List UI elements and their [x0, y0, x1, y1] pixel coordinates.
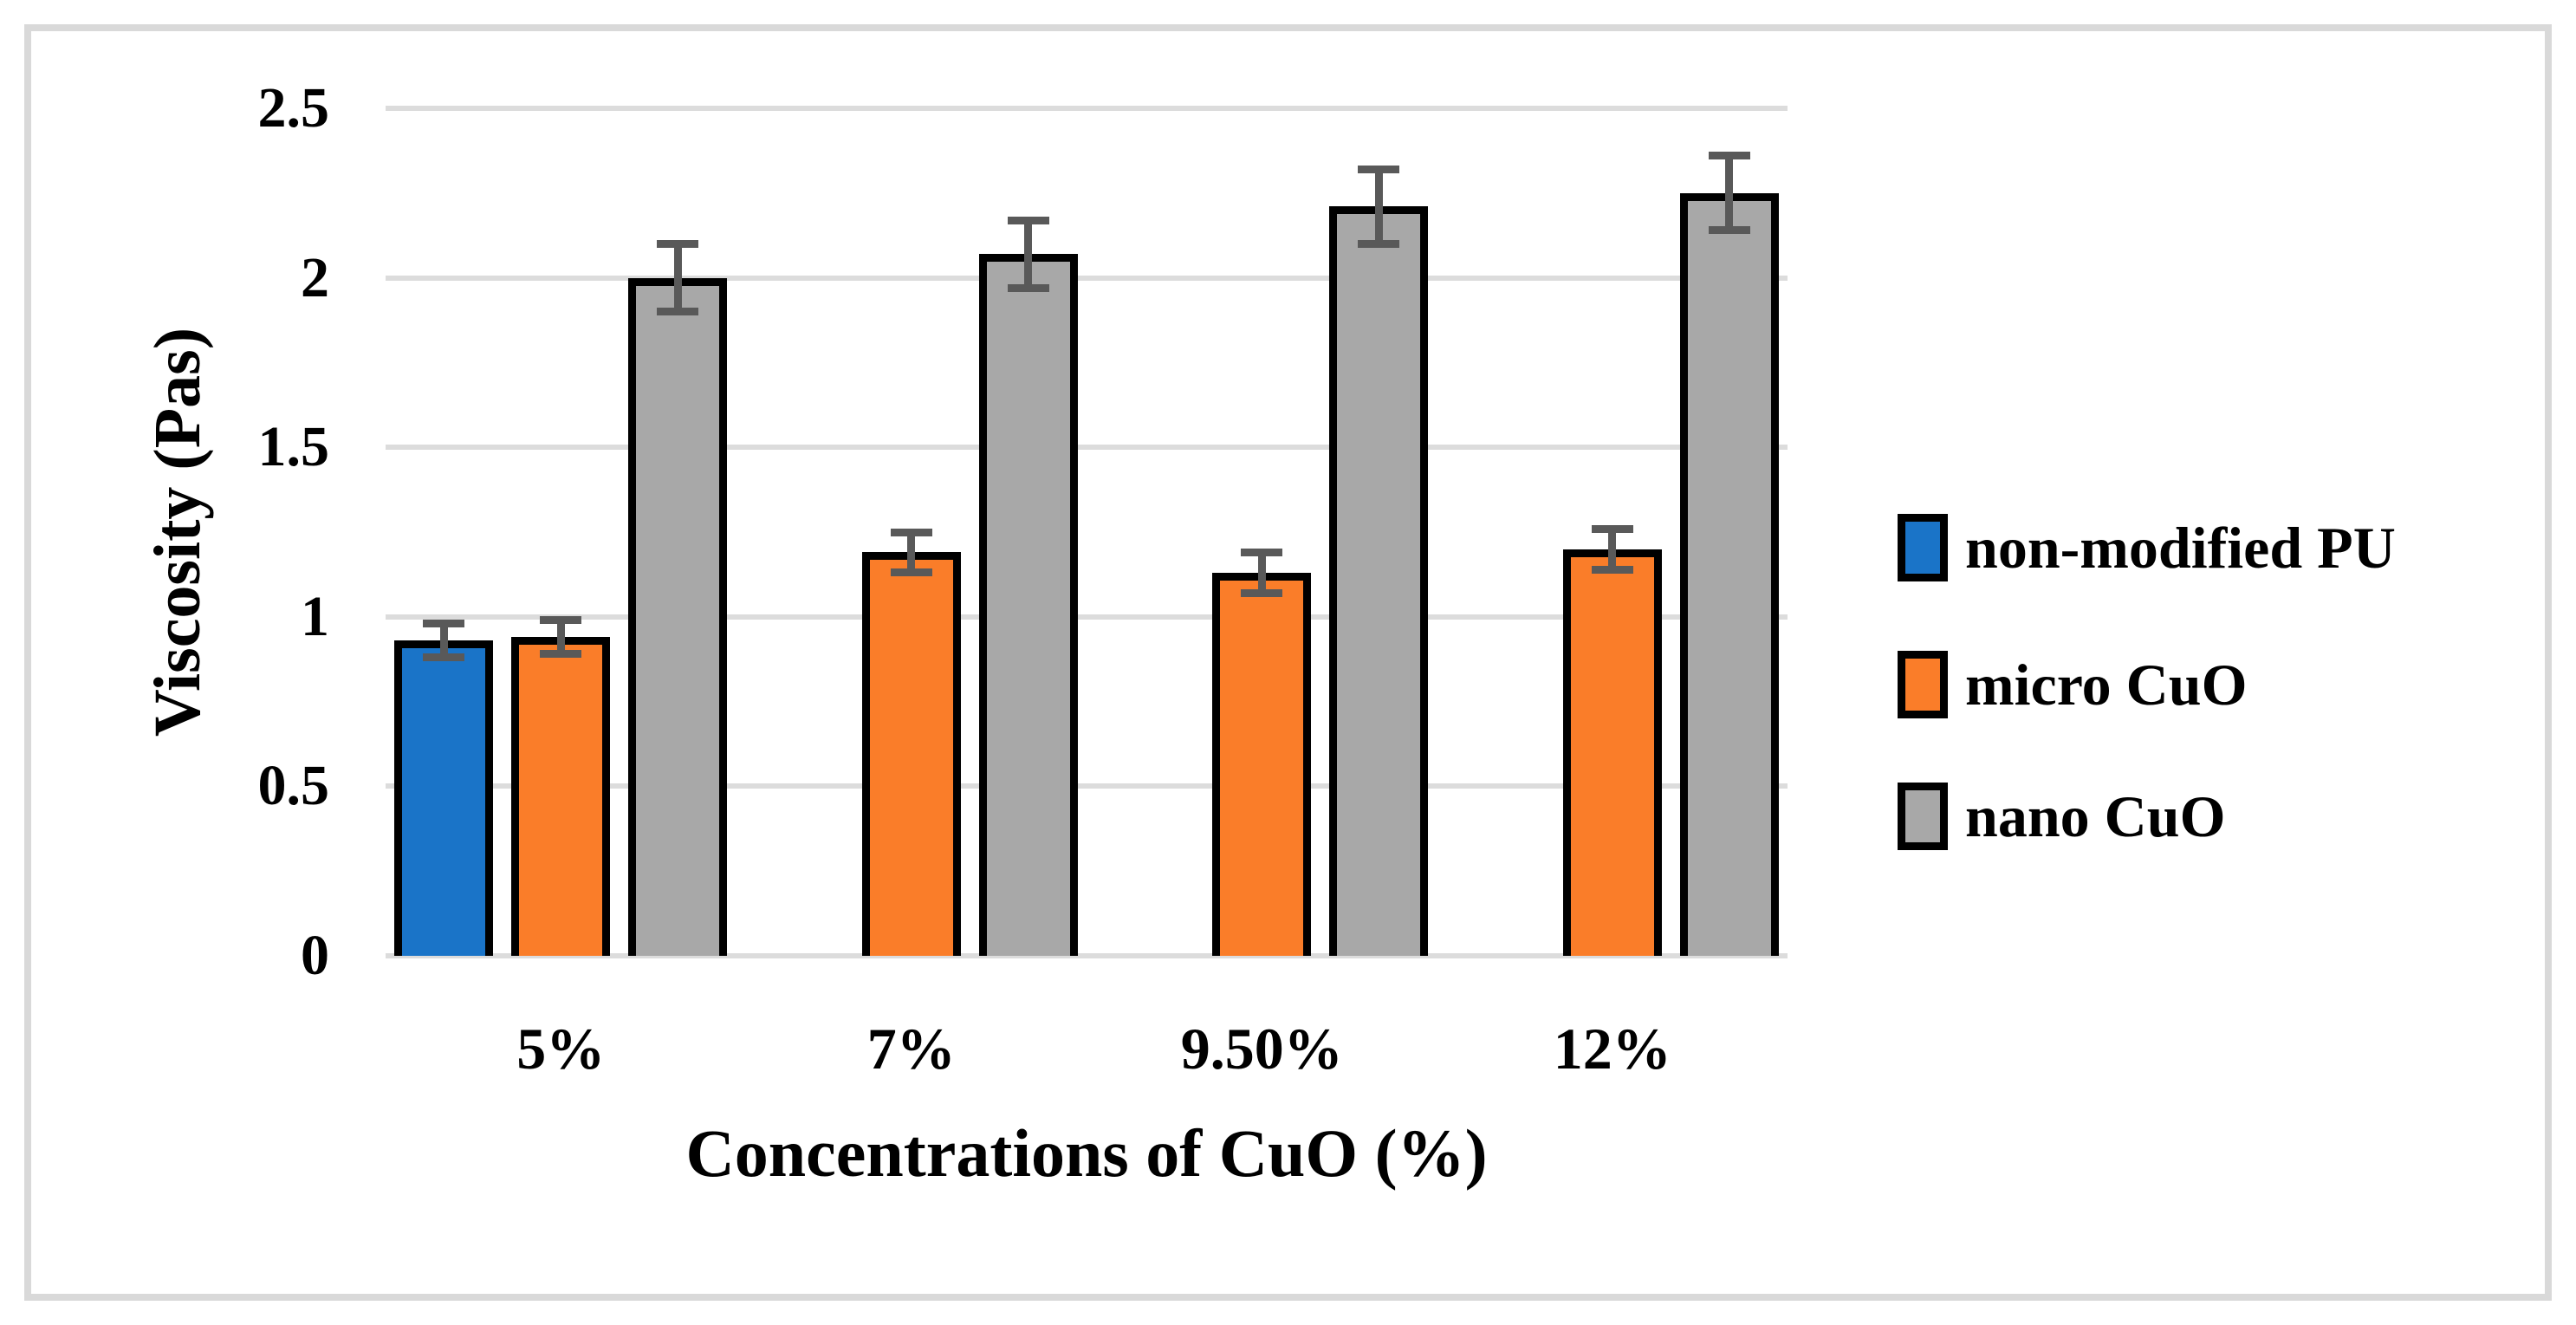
error-bar-cap [890, 568, 932, 577]
gridline [386, 783, 1788, 789]
legend-swatch [1898, 514, 1948, 581]
legend-label: non-modified PU [1965, 515, 2396, 581]
error-bar [673, 244, 682, 312]
y-tick-label: 1.5 [257, 415, 330, 479]
bar-micro-cuo [861, 552, 961, 956]
legend-item: non-modified PU [1898, 513, 2396, 582]
bar-micro-cuo [511, 637, 611, 956]
error-bar-cap [657, 239, 699, 248]
error-bar-cap [423, 653, 465, 662]
legend-label: nano CuO [1965, 783, 2226, 849]
legend-swatch [1898, 651, 1948, 718]
error-bar [1257, 552, 1266, 594]
error-bar-cap [1591, 524, 1633, 533]
error-bar [1374, 169, 1383, 244]
error-bar-cap [1708, 226, 1750, 235]
error-bar-cap [540, 616, 582, 625]
legend-item: nano CuO [1898, 782, 2225, 851]
gridline [386, 445, 1788, 451]
legend-swatch [1898, 783, 1948, 850]
error-bar-cap [890, 528, 932, 536]
error-bar [556, 620, 565, 654]
error-bar-cap [1241, 548, 1283, 556]
error-bar-cap [540, 650, 582, 659]
error-bar-cap [1591, 565, 1633, 574]
bar-non-modified-pu [394, 640, 494, 956]
y-axis-title: Viscosity (Pas) [141, 327, 214, 737]
error-bar-cap [1708, 152, 1750, 160]
error-bar-cap [1241, 588, 1283, 597]
y-tick-label: 2.5 [257, 76, 330, 140]
legend-label: micro CuO [1965, 652, 2248, 718]
bar-micro-cuo [1562, 549, 1662, 956]
y-tick-label: 2 [301, 245, 329, 309]
x-axis-title: Concentrations of CuO (%) [685, 1115, 1488, 1191]
bar-nano-cuo [628, 277, 728, 956]
error-bar-cap [1007, 216, 1049, 224]
error-bar-cap [423, 620, 465, 628]
error-bar-cap [1358, 165, 1400, 173]
error-bar [439, 623, 448, 658]
chart-frame [24, 24, 2552, 1301]
bar-nano-cuo [1329, 206, 1429, 956]
error-bar [907, 532, 916, 573]
error-bar [1608, 529, 1617, 570]
y-tick-label: 1 [301, 584, 329, 648]
error-bar-cap [657, 308, 699, 316]
error-bar-cap [1007, 283, 1049, 292]
gridline [386, 953, 1788, 958]
legend-item: micro CuO [1898, 650, 2248, 719]
x-category-label: 7% [866, 1016, 956, 1081]
error-bar [1725, 155, 1734, 231]
bar-nano-cuo [1679, 192, 1779, 956]
gridline [386, 106, 1788, 111]
bar-nano-cuo [978, 254, 1078, 956]
error-bar-cap [1358, 239, 1400, 248]
y-tick-label: 0 [301, 924, 329, 987]
x-category-label: 12% [1553, 1016, 1671, 1081]
gridline [386, 275, 1788, 281]
plot-area [386, 106, 1788, 958]
x-category-label: 9.50% [1180, 1016, 1343, 1081]
x-category-label: 5% [516, 1016, 606, 1081]
gridline [386, 614, 1788, 620]
bar-micro-cuo [1212, 572, 1312, 956]
y-tick-label: 0.5 [257, 754, 330, 818]
error-bar [1024, 220, 1033, 289]
